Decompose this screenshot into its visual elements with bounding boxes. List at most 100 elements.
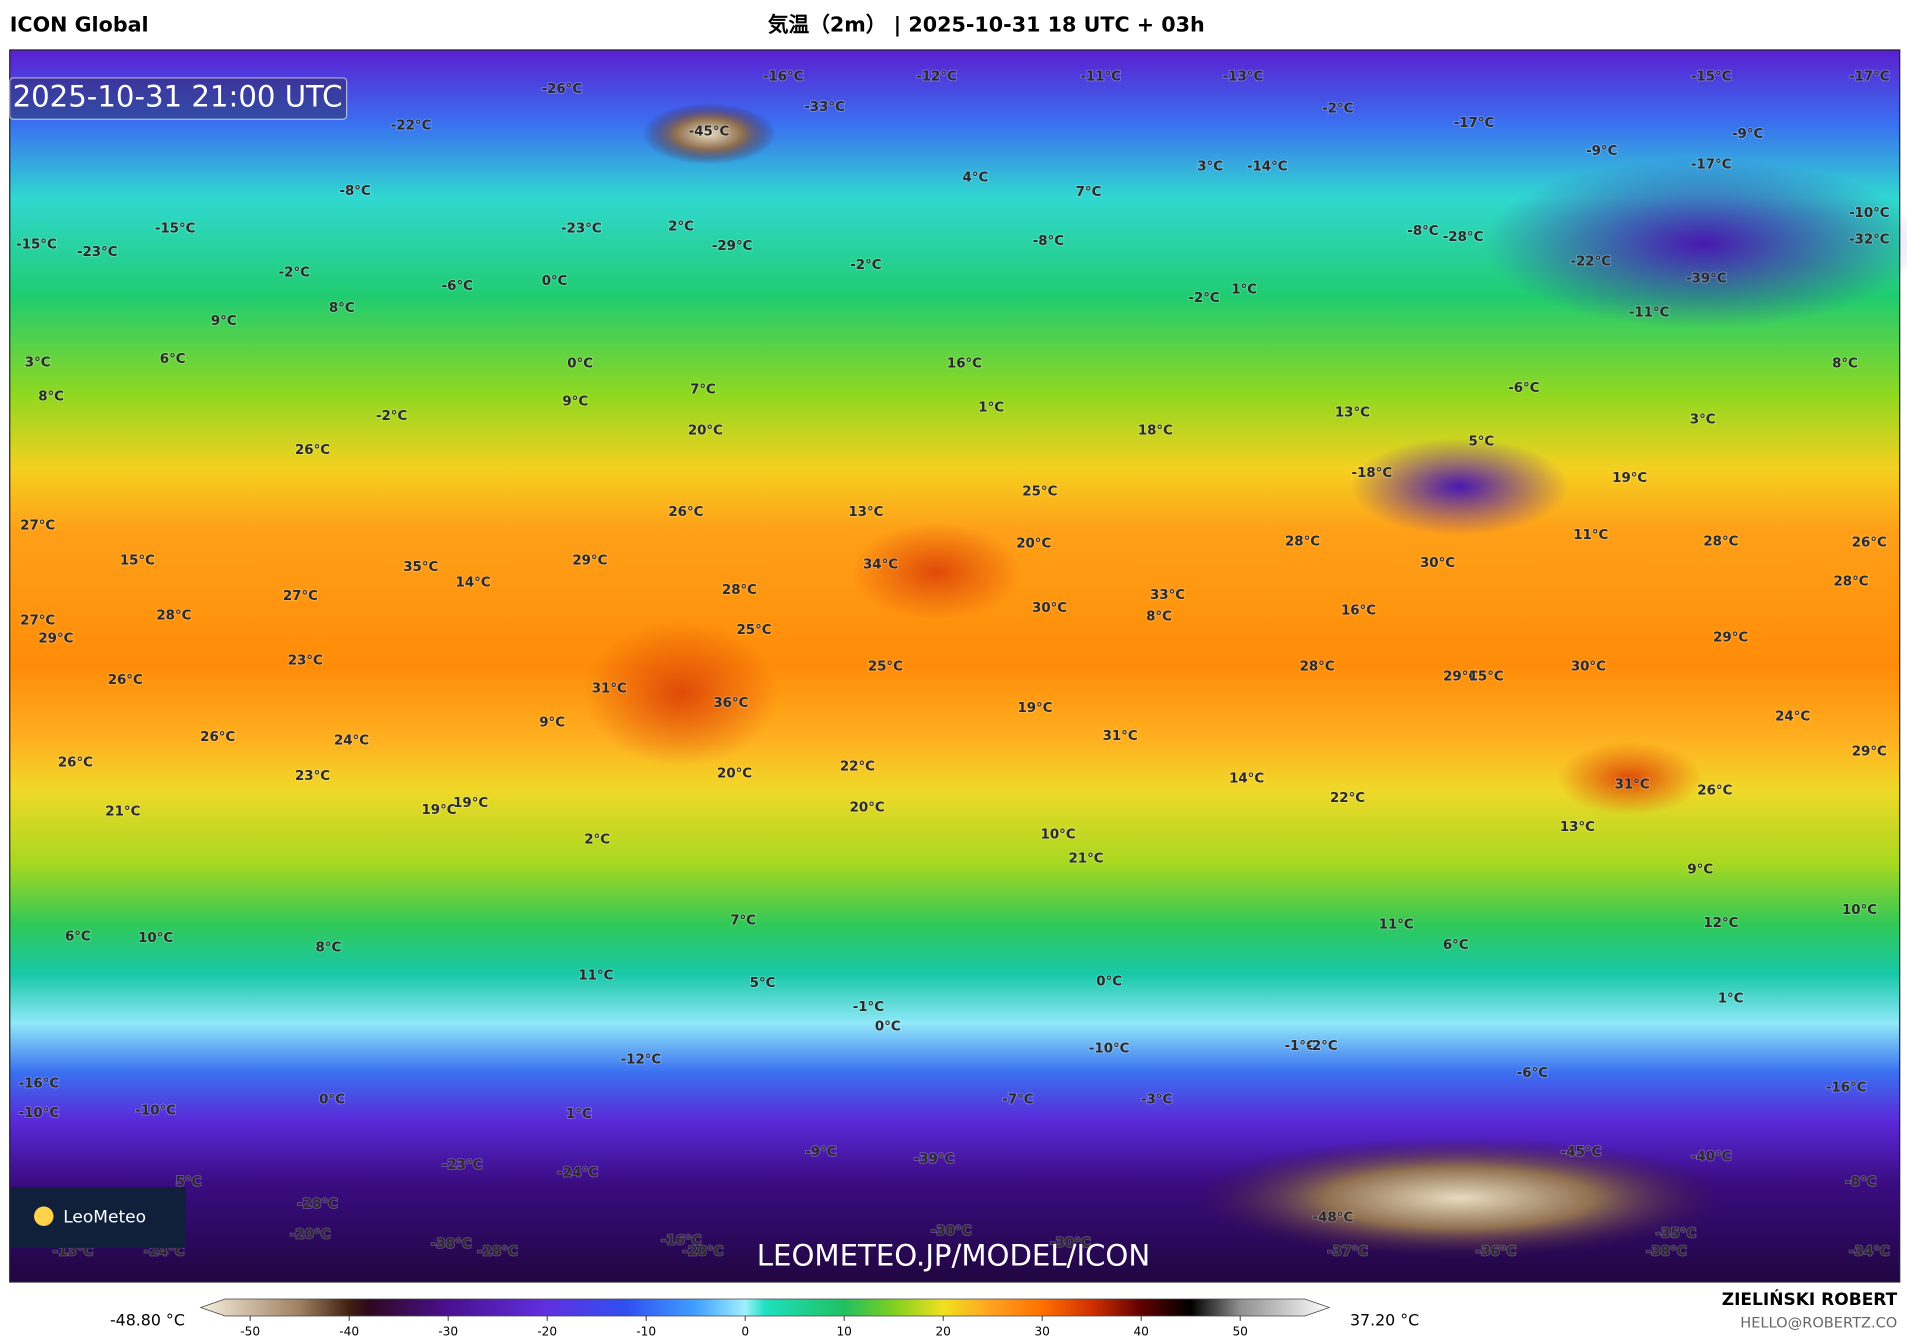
temperature-label: 5°C [750, 976, 776, 991]
temperature-label: -29°C [712, 239, 753, 254]
temperature-label: -9°C [805, 1145, 836, 1160]
temperature-label: 8°C [315, 941, 341, 956]
colorbar-tick-label: -30 [438, 1324, 458, 1338]
temperature-label: 9°C [211, 314, 237, 329]
temperature-label: 7°C [690, 382, 716, 397]
temperature-label: -37°C [1327, 1245, 1368, 1260]
temperature-label: -30°C [931, 1224, 972, 1239]
temperature-label: -28°C [297, 1197, 338, 1212]
siberia-cold [1483, 158, 1907, 329]
temperature-label: 26°C [1852, 536, 1887, 551]
temperature-label: 26°C [668, 505, 703, 520]
temperature-label: 25°C [1022, 484, 1057, 499]
greenland-ice [642, 103, 776, 165]
temperature-label: -28°C [477, 1245, 518, 1260]
temperature-label: -12°C [621, 1052, 662, 1067]
timestamp-box [9, 77, 348, 120]
colorbar-tick-label: 50 [1232, 1324, 1247, 1338]
temperature-label: -2°C [376, 409, 407, 424]
temperature-label: -17°C [1454, 116, 1495, 131]
temperature-label: -30°C [1050, 1236, 1091, 1251]
temperature-label: 15°C [1469, 669, 1504, 684]
temperature-label: 20°C [688, 424, 723, 439]
email: HELLO@ROBERTZ.CO [1740, 1314, 1897, 1331]
brazil-hot [583, 620, 779, 767]
temperature-label: 29°C [572, 554, 607, 569]
temperature-label: -10°C [1849, 206, 1890, 221]
temperature-label: 0°C [567, 357, 593, 372]
temperature-label: 31°C [592, 681, 627, 696]
temperature-label: -15°C [16, 238, 57, 253]
temperature-label: 9°C [562, 394, 588, 409]
temperature-label: 0°C [319, 1093, 345, 1108]
temperature-label: 26°C [1697, 784, 1732, 799]
temperature-label: -6°C [1508, 381, 1539, 396]
colorbar-tick-label: 30 [1034, 1324, 1049, 1338]
temperature-label: 9°C [1687, 863, 1713, 878]
temperature-label: 20°C [717, 767, 752, 782]
temperature-label: 9°C [539, 716, 565, 731]
colorbar-min: -48.80 °C [110, 1310, 185, 1329]
temperature-label: 14°C [1229, 771, 1264, 786]
timestamp: 2025-10-31 21:00 UTC [13, 80, 343, 114]
temperature-label: 5°C [176, 1175, 202, 1190]
temperature-label: -11°C [1629, 306, 1670, 321]
temperature-label: 0°C [542, 274, 568, 289]
temperature-label: 2°C [584, 832, 610, 847]
temperature-label: -28°C [683, 1245, 724, 1260]
temperature-label: 26°C [295, 443, 330, 458]
temperature-label: 0°C [1096, 975, 1122, 990]
temperature-label: 22°C [1330, 791, 1365, 806]
temperature-label: -16°C [1826, 1080, 1867, 1095]
temperature-label: 1°C [1718, 992, 1744, 1007]
temperature-label: 6°C [1443, 938, 1469, 953]
temperature-label: 28°C [156, 608, 191, 623]
temperature-label: 16°C [947, 357, 982, 372]
temperature-label: -33°C [804, 100, 845, 115]
temperature-label: -20°C [290, 1228, 331, 1243]
temperature-label: 26°C [108, 673, 143, 688]
colorbar-bar [199, 1298, 1331, 1317]
watermark: LEOMETEO.JP/MODEL/ICON [757, 1239, 1150, 1273]
colorbar: -48.80 °C 37.20 °C -50 -40 -30 -20 -10 0 10 20 3… [110, 1298, 1419, 1338]
temperature-label: -6°C [1517, 1066, 1548, 1081]
temperature-label: 27°C [20, 613, 55, 628]
temperature-label: 11°C [1573, 528, 1608, 543]
temperature-label: -23°C [442, 1158, 483, 1173]
temperature-label: 3°C [1197, 160, 1223, 175]
map: -26°C -16°C -12°C -11°C -13°C -15°C -17°C -45°C… [9, 49, 1907, 1283]
temperature-label: 33°C [1150, 588, 1185, 603]
temperature-label: -10°C [135, 1103, 176, 1118]
temperature-label: 21°C [1069, 852, 1104, 867]
temperature-label: -38°C [1646, 1245, 1687, 1260]
temperature-label: 19°C [453, 796, 488, 811]
temperature-label: -18°C [1352, 466, 1393, 481]
temperature-label: 0°C [875, 1020, 901, 1035]
temperature-label: -22°C [1570, 255, 1611, 270]
model-name: ICON Global [10, 13, 149, 37]
temperature-label: 13°C [848, 505, 883, 520]
colorbar-tick-label: 10 [836, 1324, 851, 1338]
temperature-label: 36°C [713, 696, 748, 711]
temperature-label: 29°C [1713, 630, 1748, 645]
temperature-label: -8°C [1033, 234, 1064, 249]
temperature-label: -45°C [689, 124, 730, 139]
temperature-label: -13°C [1223, 70, 1264, 85]
temperature-label: 24°C [1775, 709, 1810, 724]
temperature-label: 3°C [25, 356, 51, 371]
temperature-label: 12°C [1703, 916, 1738, 931]
temperature-label: 6°C [160, 352, 186, 367]
temperature-label: 22°C [840, 759, 875, 774]
temperature-label: 10°C [1842, 903, 1877, 918]
temperature-label: 11°C [1379, 917, 1414, 932]
temperature-label: -3°C [1141, 1093, 1172, 1108]
temperature-label: -34°C [1849, 1245, 1890, 1260]
temperature-label: 18°C [1138, 424, 1173, 439]
temperature-label: -38°C [431, 1237, 472, 1252]
temperature-label: -22°C [391, 118, 432, 133]
temperature-label: 29°C [1852, 745, 1887, 760]
temperature-label: -2°C [1306, 1039, 1337, 1054]
colorbar-tick-label: -40 [339, 1324, 359, 1338]
